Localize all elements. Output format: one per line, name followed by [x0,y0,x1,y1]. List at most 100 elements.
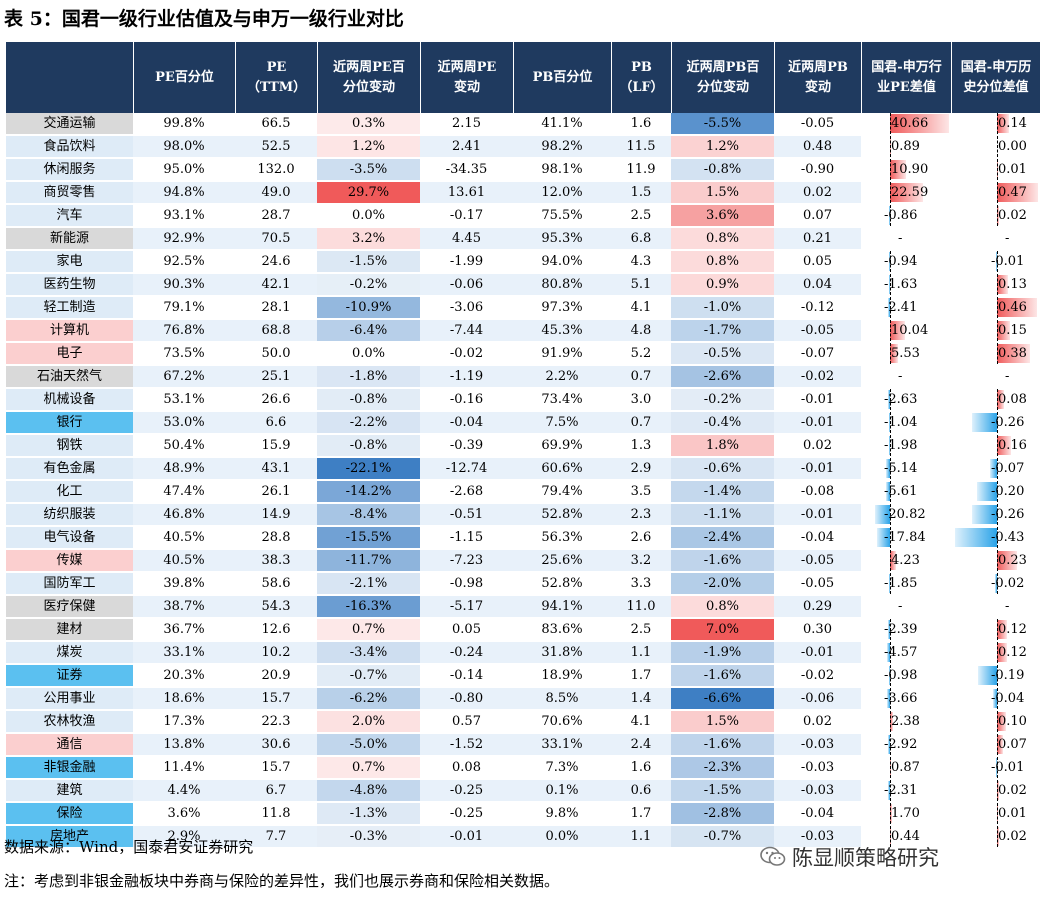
bar-value: -0.86 [884,208,918,223]
table-row: 医疗保健 38.7% 54.3 -16.3% -5.17 94.1% 11.0 0.8% 0.2… [6,596,1040,619]
value-cell: -2.1% [317,573,420,594]
value-cell: 49.0 [235,182,317,203]
bar-value: 0.38 [998,346,1027,361]
bar-value: -0.19 [991,668,1025,683]
value-cell: 18.6% [133,688,235,709]
value-cell: 98.1% [541,162,583,177]
bar-value: -1.98 [884,438,918,453]
value-cell: 11.4% [163,760,205,775]
hist-diff-cell: 0.38 [951,343,1040,364]
value-cell: 98.0% [133,136,235,157]
bar-axis [997,504,998,525]
data-bar [954,528,997,547]
hist-diff-cell: 0.16 [951,435,1040,456]
data-bar [977,482,997,501]
industry-name: 建筑 [6,780,133,801]
data-bar [995,574,997,593]
value-cell: 39.8% [163,576,205,591]
bar-axis [997,182,998,203]
value-cell: 68.8 [235,320,317,341]
bar-axis [890,688,891,709]
bar-axis [890,711,891,732]
value-cell: 10.2 [235,642,317,663]
value-cell: 0.02 [803,714,832,729]
value-cell: -22.1% [317,458,420,479]
bar-value: 0.15 [998,323,1027,338]
value-cell: 26.6 [261,392,291,407]
value-cell: 25.6% [513,550,611,571]
data-bar [875,505,890,524]
data-bar [890,183,923,202]
data-bar [888,574,890,593]
bar-axis [890,527,891,548]
hist-diff-cell: 0.02 [951,780,1040,801]
hist-diff-cell: 0.12 [951,619,1040,640]
value-cell: 4.1 [630,714,652,729]
industry-name: 化工 [6,481,133,502]
data-bar [890,321,905,340]
industry-name: 房地产 [6,826,133,847]
table-row: 建材 36.7% 12.6 0.7% 0.05 83.6% 2.5 7.0% 0.30 -2.39… [6,619,1040,642]
value-cell: 2.3 [611,504,671,525]
value-cell: -1.7% [671,320,774,341]
header-cell: 国君-申万行 业PE差值 [861,42,951,113]
hist-diff-cell: 0.12 [951,642,1040,663]
data-bar [997,436,1011,455]
value-cell: 46.8% [133,504,235,525]
watermark: 陈显顺策略研究 [760,842,939,873]
table-body: 交通运输 99.8% 66.5 0.3% 2.15 41.1% 1.6 -5.5% -0.05 4… [6,113,1040,849]
data-bar [997,551,1018,570]
value-cell: 0.8% [671,596,774,617]
data-bar [997,114,1010,133]
value-cell: 0.21 [774,228,861,249]
pe-diff-cell: - [861,228,951,249]
bar-value: 0.13 [998,277,1027,292]
bar-axis [997,435,998,456]
bar-axis [890,757,891,778]
pe-diff-cell: -1.98 [861,435,951,456]
bar-axis [890,159,891,180]
pe-diff-cell: -2.39 [861,619,951,640]
value-cell: -3.06 [449,300,484,315]
bar-value: -2.92 [884,737,918,752]
value-cell: 47.4% [163,484,205,499]
value-cell: -0.06 [420,274,513,295]
hist-diff-cell: -0.43 [951,527,1040,548]
value-cell: 0.0% [351,346,386,361]
value-cell: 42.1 [235,274,317,295]
bar-value: -0.26 [991,415,1025,430]
value-cell: 94.1% [513,596,611,617]
value-cell: 53.1% [163,392,205,407]
pe-diff-cell: 2.38 [861,711,951,732]
value-cell: -5.0% [317,734,420,755]
data-bar [886,643,890,662]
value-cell: 25.1 [235,366,317,387]
value-cell: 75.5% [541,208,583,223]
industry-name: 商贸零售 [6,182,133,203]
value-cell: -0.05 [774,320,861,341]
value-cell: 0.9% [671,274,774,295]
industry-name: 银行 [6,412,133,433]
industry-name: 保险 [6,803,133,824]
data-source-note: 数据来源：Wind，国泰君安证券研究 [4,838,254,856]
table-row: 医药生物 90.3% 42.1 -0.2% -0.06 80.8% 5.1 0.9% 0.04 -… [6,274,1040,297]
value-cell: 3.3 [630,576,652,591]
data-bar [997,620,1008,639]
value-cell: -0.04 [800,806,835,821]
data-bar [885,482,890,501]
bar-value: 0.01 [998,806,1027,821]
value-cell: -14.2% [317,481,420,502]
value-cell: 50.4% [163,438,205,453]
bar-axis [997,665,998,686]
bar-axis [890,550,891,571]
value-cell: -1.8% [317,366,420,387]
table-row: 农林牧渔 17.3% 22.3 2.0% 0.57 70.6% 4.1 1.5% 0.02 2.3… [6,711,1040,734]
value-cell: -0.01 [774,458,861,479]
value-cell: -3.4% [317,642,420,663]
value-cell: -0.98 [449,576,484,591]
bar-axis [890,642,891,663]
data-bar [889,413,890,432]
bar-axis [890,803,891,824]
table-title: 表 5：国君一级行业估值及与申万一级行业对比 [4,8,404,30]
industry-name: 农林牧渔 [6,711,133,732]
